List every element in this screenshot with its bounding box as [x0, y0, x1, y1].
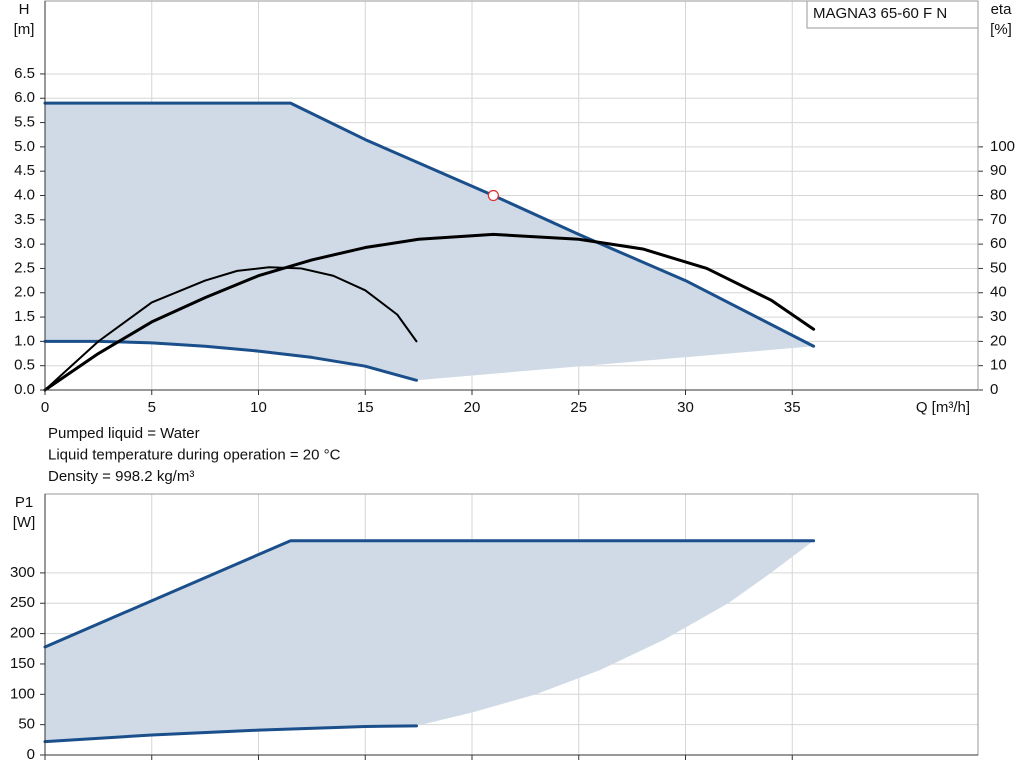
operating-area: [45, 103, 814, 381]
x-tick-label: 15: [357, 399, 374, 416]
note: Density = 998.2 kg/m³: [48, 468, 194, 485]
y-tick-label: 1.0: [14, 332, 35, 349]
x-tick-label: 30: [677, 399, 694, 416]
y-axis-unit: [W]: [13, 514, 36, 531]
y2-tick-label: 80: [990, 186, 1007, 203]
y-tick-label: 4.0: [14, 186, 35, 203]
y2-axis-label: eta: [991, 1, 1013, 18]
operating-area: [45, 540, 814, 742]
y-axis-label: H: [19, 1, 30, 18]
efficiency-curve: [44, 266, 418, 391]
y-tick-label: 4.5: [14, 162, 35, 179]
note: Pumped liquid = Water: [48, 425, 200, 442]
title-box: [806, 0, 979, 29]
x-axis-label: Q [m³/h]: [916, 399, 970, 416]
y2-tick-label: 30: [990, 308, 1007, 325]
y-axis-unit: [m]: [14, 21, 35, 38]
y2-tick-label: 0: [990, 381, 998, 398]
y-tick-label: 5.5: [14, 114, 35, 131]
curve: [43, 339, 418, 382]
y2-tick-label: 40: [990, 284, 1007, 301]
x-tick-label: 35: [784, 399, 801, 416]
y2-tick-label: 60: [990, 235, 1007, 252]
y2-tick-label: 90: [990, 162, 1007, 179]
curve: [43, 539, 816, 649]
y-tick-label: 150: [10, 655, 35, 672]
y-tick-label: 2.0: [14, 284, 35, 301]
x-tick-label: 20: [464, 399, 481, 416]
y-tick-label: 250: [10, 594, 35, 611]
y2-tick-label: 20: [990, 332, 1007, 349]
chart-title: MAGNA3 65-60 F N: [813, 5, 947, 22]
x-tick-label: 5: [148, 399, 156, 416]
x-tick-label: 25: [570, 399, 587, 416]
efficiency-curve: [43, 232, 816, 392]
y2-tick-label: 10: [990, 357, 1007, 374]
y2-tick-label: 50: [990, 259, 1007, 276]
y-tick-label: 200: [10, 625, 35, 642]
y-tick-label: 3.5: [14, 211, 35, 228]
y-tick-label: 50: [18, 716, 35, 733]
y-tick-label: 100: [10, 685, 35, 702]
y2-tick-label: 70: [990, 211, 1007, 228]
operating-point: [487, 189, 499, 202]
y-tick-label: 1.5: [14, 308, 35, 325]
y-tick-label: 6.5: [14, 65, 35, 82]
note: Liquid temperature during operation = 20…: [48, 446, 341, 463]
curve: [43, 724, 418, 744]
y2-axis-unit: [%]: [990, 21, 1012, 38]
y-tick-label: 5.0: [14, 138, 35, 155]
y-tick-label: 0: [27, 746, 35, 763]
y-tick-label: 3.0: [14, 235, 35, 252]
y2-tick-label: 100: [990, 138, 1015, 155]
y-tick-label: 0.5: [14, 357, 35, 374]
x-tick-label: 0: [41, 399, 49, 416]
y-axis-label: P1: [15, 494, 33, 511]
x-tick-label: 10: [250, 399, 267, 416]
y-tick-label: 2.5: [14, 259, 35, 276]
y-tick-label: 300: [10, 564, 35, 581]
y-tick-label: 0.0: [14, 381, 35, 398]
y-tick-label: 6.0: [14, 89, 35, 106]
